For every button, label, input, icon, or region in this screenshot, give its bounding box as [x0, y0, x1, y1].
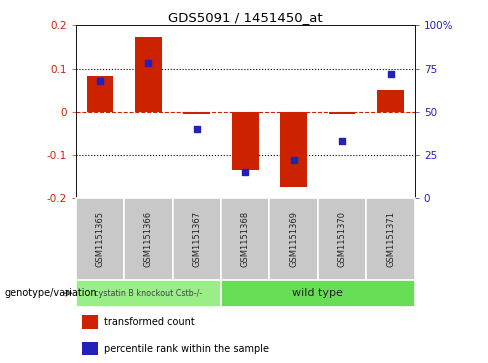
Bar [377, 90, 404, 112]
Bar [76, 280, 221, 307]
Point [338, 138, 346, 144]
Bar [135, 37, 162, 112]
Bar [232, 112, 259, 170]
Text: GSM1151368: GSM1151368 [241, 211, 250, 267]
Point [242, 169, 249, 175]
Bar [82, 315, 98, 329]
Text: GSM1151365: GSM1151365 [95, 211, 104, 267]
Bar [221, 198, 269, 280]
Text: wild type: wild type [292, 288, 344, 298]
Text: GSM1151371: GSM1151371 [386, 211, 395, 267]
Bar [329, 112, 355, 114]
Bar [82, 342, 98, 355]
Bar [221, 280, 415, 307]
Text: cystatin B knockout Cstb-/-: cystatin B knockout Cstb-/- [94, 289, 203, 298]
Bar [318, 198, 366, 280]
Bar [76, 198, 124, 280]
Point [193, 126, 201, 132]
Title: GDS5091 / 1451450_at: GDS5091 / 1451450_at [168, 11, 323, 24]
Bar [280, 112, 307, 187]
Bar [124, 198, 173, 280]
Point [290, 157, 298, 163]
Point [96, 78, 104, 83]
Text: GSM1151370: GSM1151370 [338, 211, 346, 267]
Bar [269, 198, 318, 280]
Point [144, 61, 152, 66]
Bar [183, 112, 210, 114]
Text: genotype/variation: genotype/variation [5, 288, 98, 298]
Bar [366, 198, 415, 280]
Text: GSM1151366: GSM1151366 [144, 211, 153, 267]
Text: percentile rank within the sample: percentile rank within the sample [104, 344, 269, 354]
Bar [173, 198, 221, 280]
Text: transformed count: transformed count [104, 317, 195, 327]
Bar [86, 76, 113, 112]
Text: GSM1151367: GSM1151367 [192, 211, 201, 267]
Text: GSM1151369: GSM1151369 [289, 211, 298, 267]
Point [386, 71, 394, 77]
